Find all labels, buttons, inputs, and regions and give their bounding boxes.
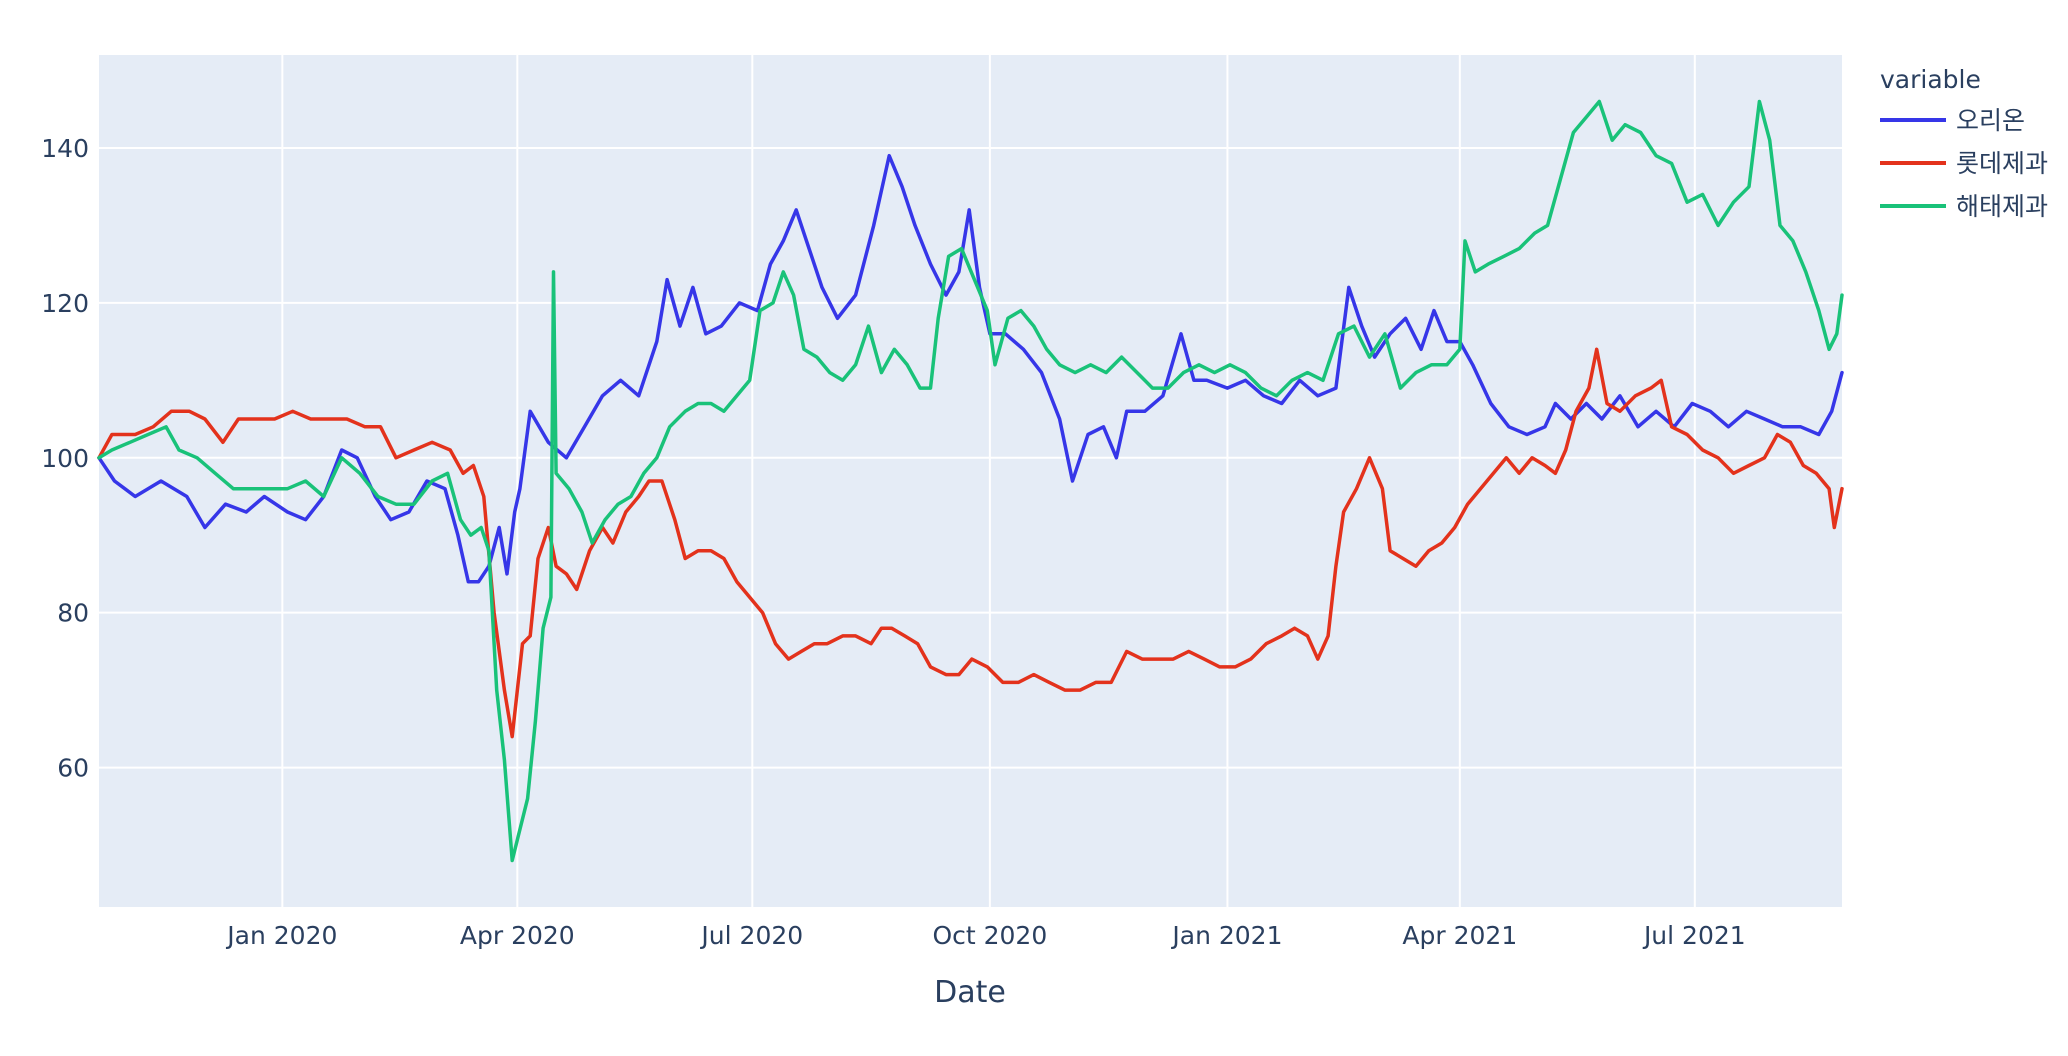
legend-item-1[interactable]: 롯데제과 [1880,149,2048,178]
series-line-1 [97,347,1844,739]
series-lines [97,99,1844,863]
y-tick-label: 120 [41,289,89,318]
legend-title: variable [1880,65,1981,94]
x-axis-ticks: Jan 2020 Apr 2020 Jul 2020 Oct 2020 Jan 2021… [225,921,1745,950]
x-tick-label: Jul 2021 [1642,921,1746,950]
x-tick-label: Jul 2020 [699,921,803,950]
series-line-2 [97,99,1844,863]
x-tick-label: Jan 2021 [1170,921,1282,950]
x-tick-label: Apr 2020 [460,921,575,950]
x-tick-label: Apr 2021 [1402,921,1517,950]
legend-item-0[interactable]: 오리온 [1880,106,2025,135]
y-tick-label: 100 [41,444,89,473]
legend-label: 해태제과 [1956,192,2048,221]
y-tick-label: 60 [57,754,89,783]
legend-item-2[interactable]: 해태제과 [1880,192,2048,221]
y-axis-ticks: 60 80 100 120 140 [41,134,89,783]
x-tick-label: Oct 2020 [932,921,1047,950]
y-tick-label: 140 [41,134,89,163]
y-tick-label: 80 [57,599,89,628]
x-tick-label: Jan 2020 [225,921,337,950]
x-axis-title: Date [934,975,1006,1010]
series-line-0 [97,153,1844,584]
legend-label: 롯데제과 [1956,149,2048,178]
plot-background [99,55,1842,907]
legend-label: 오리온 [1956,106,2025,135]
